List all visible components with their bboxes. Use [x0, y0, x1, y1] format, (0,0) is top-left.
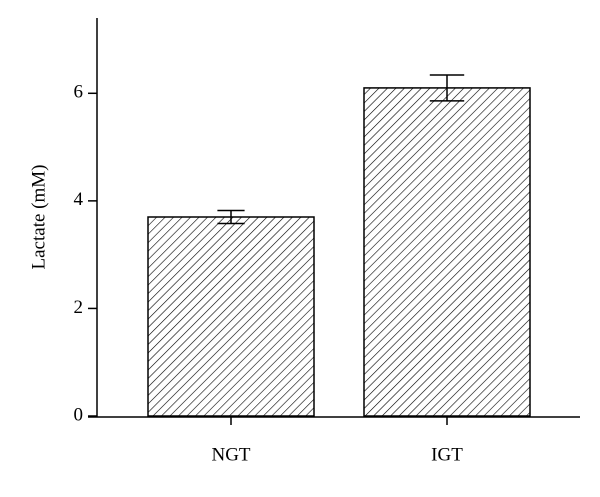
- y-tick-label: 4: [74, 189, 84, 210]
- y-tick-label: 6: [74, 82, 84, 103]
- y-tick-label: 0: [74, 404, 84, 425]
- x-tick-label: NGT: [211, 444, 250, 465]
- bar: [147, 216, 315, 417]
- error-bar: [217, 209, 245, 225]
- y-axis-label: Lactate (mM): [28, 165, 49, 270]
- x-tick-label: IGT: [431, 444, 463, 465]
- y-tick-label: 2: [74, 297, 84, 318]
- error-bar: [429, 74, 465, 102]
- bar: [363, 87, 531, 417]
